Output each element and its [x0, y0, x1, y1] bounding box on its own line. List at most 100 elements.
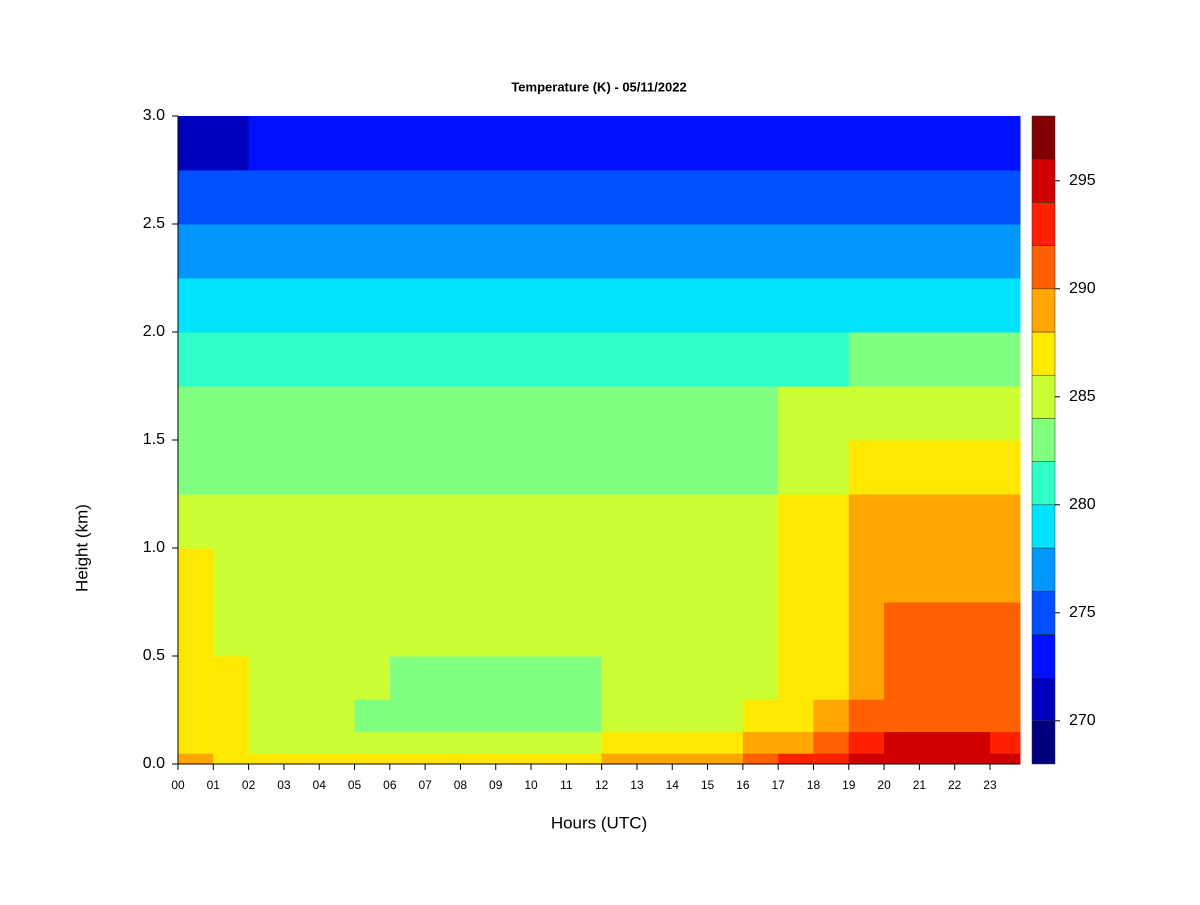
heat-cell [566, 170, 603, 225]
heat-cell [213, 753, 250, 765]
heat-cell [813, 731, 850, 754]
heat-cell [707, 656, 744, 700]
heat-cell [954, 494, 991, 549]
heat-cell [319, 278, 356, 333]
heat-cell [178, 278, 214, 333]
heat-cell [460, 332, 497, 387]
x-tick-label: 01 [207, 778, 221, 792]
heat-cell [460, 494, 497, 549]
heat-cell [884, 332, 920, 387]
heat-cell [707, 699, 744, 733]
heat-cell [531, 753, 567, 765]
x-tick-label: 19 [842, 778, 856, 792]
heat-cell [531, 494, 567, 549]
heat-cell [283, 332, 320, 387]
chart-title: Temperature (K) - 05/11/2022 [511, 79, 686, 94]
y-tick-label: 0.5 [143, 647, 165, 664]
heat-cell [389, 699, 426, 733]
heat-cell [178, 386, 214, 441]
heat-cell [213, 170, 250, 225]
heat-cell [319, 494, 356, 549]
heat-cell [813, 278, 850, 333]
heat-cell [425, 332, 461, 387]
heat-cell [954, 699, 991, 733]
heat-cell [919, 494, 956, 549]
heat-cell [848, 731, 885, 754]
heat-cell [495, 440, 532, 495]
heat-cell [213, 602, 250, 657]
heat-cell [636, 656, 673, 700]
heat-cell [319, 386, 356, 441]
heat-cell [813, 224, 850, 279]
heat-cell [954, 116, 991, 171]
heat-cell [495, 116, 532, 171]
heat-cell [248, 440, 285, 495]
heat-cell [248, 278, 285, 333]
heat-cell [672, 548, 709, 603]
heat-cell [813, 332, 850, 387]
heat-cell [884, 548, 920, 603]
heat-cell [531, 548, 567, 603]
heat-cell [707, 494, 744, 549]
heat-cell [672, 278, 709, 333]
heat-cell [354, 602, 391, 657]
heat-cell [636, 731, 673, 754]
heat-cell [884, 278, 920, 333]
heat-cell [178, 602, 214, 657]
heat-cell [389, 656, 426, 700]
heat-cell [283, 656, 320, 700]
heat-cell [425, 440, 461, 495]
heat-cell [531, 440, 567, 495]
heat-cell [707, 548, 744, 603]
heat-cell [495, 548, 532, 603]
colorbar-segment [1031, 504, 1056, 549]
heat-cell [283, 278, 320, 333]
x-tick-label: 20 [877, 778, 891, 792]
colorbar-segment [1031, 115, 1056, 160]
heat-cell [178, 731, 214, 754]
heat-cell [884, 699, 920, 733]
heat-cell [319, 440, 356, 495]
heat-cell [707, 440, 744, 495]
heat-cell [283, 386, 320, 441]
heat-cell [742, 731, 779, 754]
heat-cell [178, 753, 214, 765]
heat-cell [319, 548, 356, 603]
heat-cell [919, 332, 956, 387]
heat-cell [919, 656, 956, 700]
colorbar-tick-label: 295 [1069, 172, 1096, 189]
heat-cell [354, 332, 391, 387]
heat-cell [354, 699, 391, 733]
heat-cell [601, 602, 638, 657]
heat-cell [778, 170, 814, 225]
heat-cell [178, 440, 214, 495]
heat-cell [425, 656, 461, 700]
heat-cell [813, 753, 850, 765]
heat-cell [672, 440, 709, 495]
x-tick-label: 14 [666, 778, 680, 792]
heat-cell [989, 386, 1021, 441]
heat-cell [636, 170, 673, 225]
heat-cell [601, 656, 638, 700]
colorbar-segment [1031, 677, 1056, 722]
heat-cell [460, 386, 497, 441]
heat-cell [566, 753, 603, 765]
heat-cell [636, 386, 673, 441]
heat-cell [248, 753, 285, 765]
x-tick-label: 02 [242, 778, 256, 792]
heat-cell [707, 278, 744, 333]
heat-cell [178, 699, 214, 733]
heat-cell [954, 602, 991, 657]
heat-cell [742, 494, 779, 549]
heat-cell [813, 494, 850, 549]
heat-cell [283, 440, 320, 495]
heat-cell [460, 170, 497, 225]
heat-cell [495, 170, 532, 225]
heat-cell [213, 548, 250, 603]
heat-cell [425, 116, 461, 171]
x-tick-label: 05 [348, 778, 362, 792]
heat-cell [742, 699, 779, 733]
heat-cell [319, 224, 356, 279]
heat-cell [954, 170, 991, 225]
